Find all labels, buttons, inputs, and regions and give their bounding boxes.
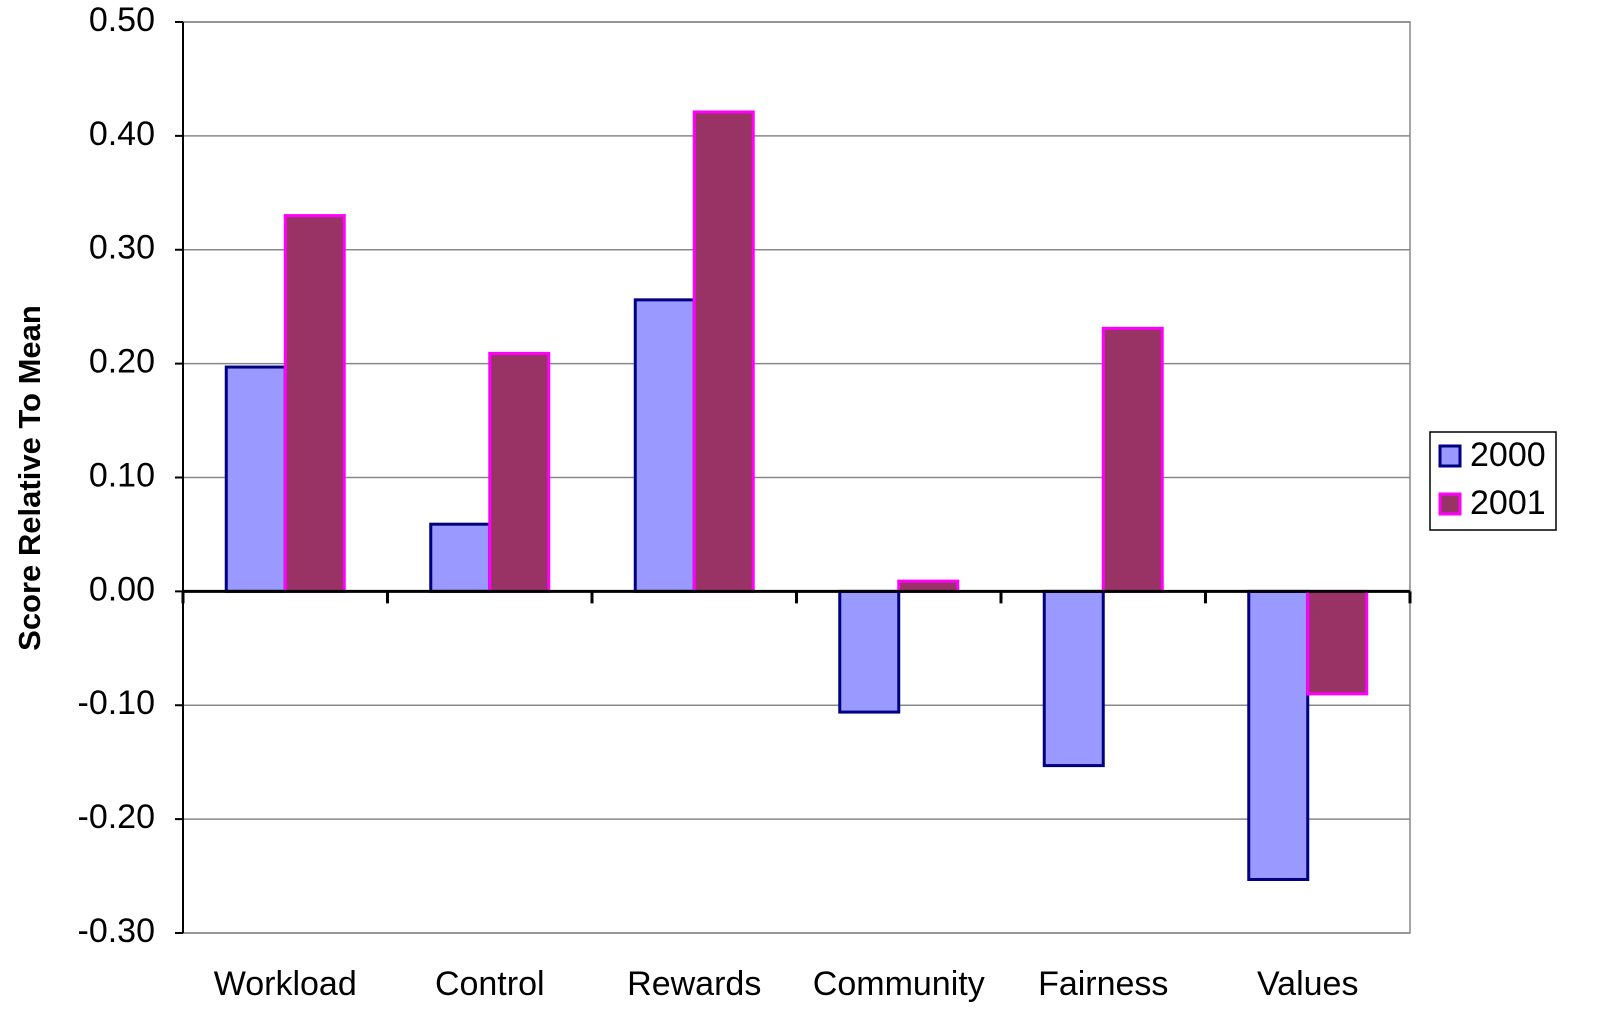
bar — [429, 522, 492, 593]
y-axis-label: Score Relative To Mean — [12, 305, 47, 651]
bar — [224, 365, 287, 593]
y-tick-label: -0.10 — [78, 684, 156, 722]
y-tick-label: 0.20 — [89, 343, 155, 381]
legend-swatch — [1438, 444, 1462, 468]
x-tick-label: Workload — [214, 965, 357, 1003]
bar — [283, 214, 346, 593]
bar — [692, 110, 755, 593]
y-tick-label: 0.40 — [89, 115, 155, 153]
y-tick-label: -0.30 — [78, 912, 156, 950]
y-tick-label: -0.20 — [78, 798, 156, 836]
bar — [1306, 589, 1369, 696]
legend-swatch — [1438, 492, 1462, 516]
x-tick-label: Values — [1257, 965, 1358, 1003]
bar — [633, 298, 696, 593]
legend-label: 2000 — [1470, 436, 1546, 474]
legend-label: 2001 — [1470, 484, 1546, 522]
bar — [838, 589, 901, 714]
x-tick-label: Community — [813, 965, 985, 1003]
x-tick-label: Control — [435, 965, 545, 1003]
y-tick-label: 0.00 — [89, 570, 155, 608]
bar — [1247, 589, 1310, 881]
bar — [1101, 326, 1164, 593]
x-tick-label: Fairness — [1038, 965, 1168, 1003]
bar — [488, 351, 551, 593]
y-tick-label: 0.10 — [89, 456, 155, 494]
x-tick-label: Rewards — [627, 965, 761, 1003]
y-tick-label: 0.50 — [89, 1, 155, 39]
y-tick-label: 0.30 — [89, 229, 155, 267]
bar — [897, 579, 960, 593]
bar — [1042, 589, 1105, 768]
